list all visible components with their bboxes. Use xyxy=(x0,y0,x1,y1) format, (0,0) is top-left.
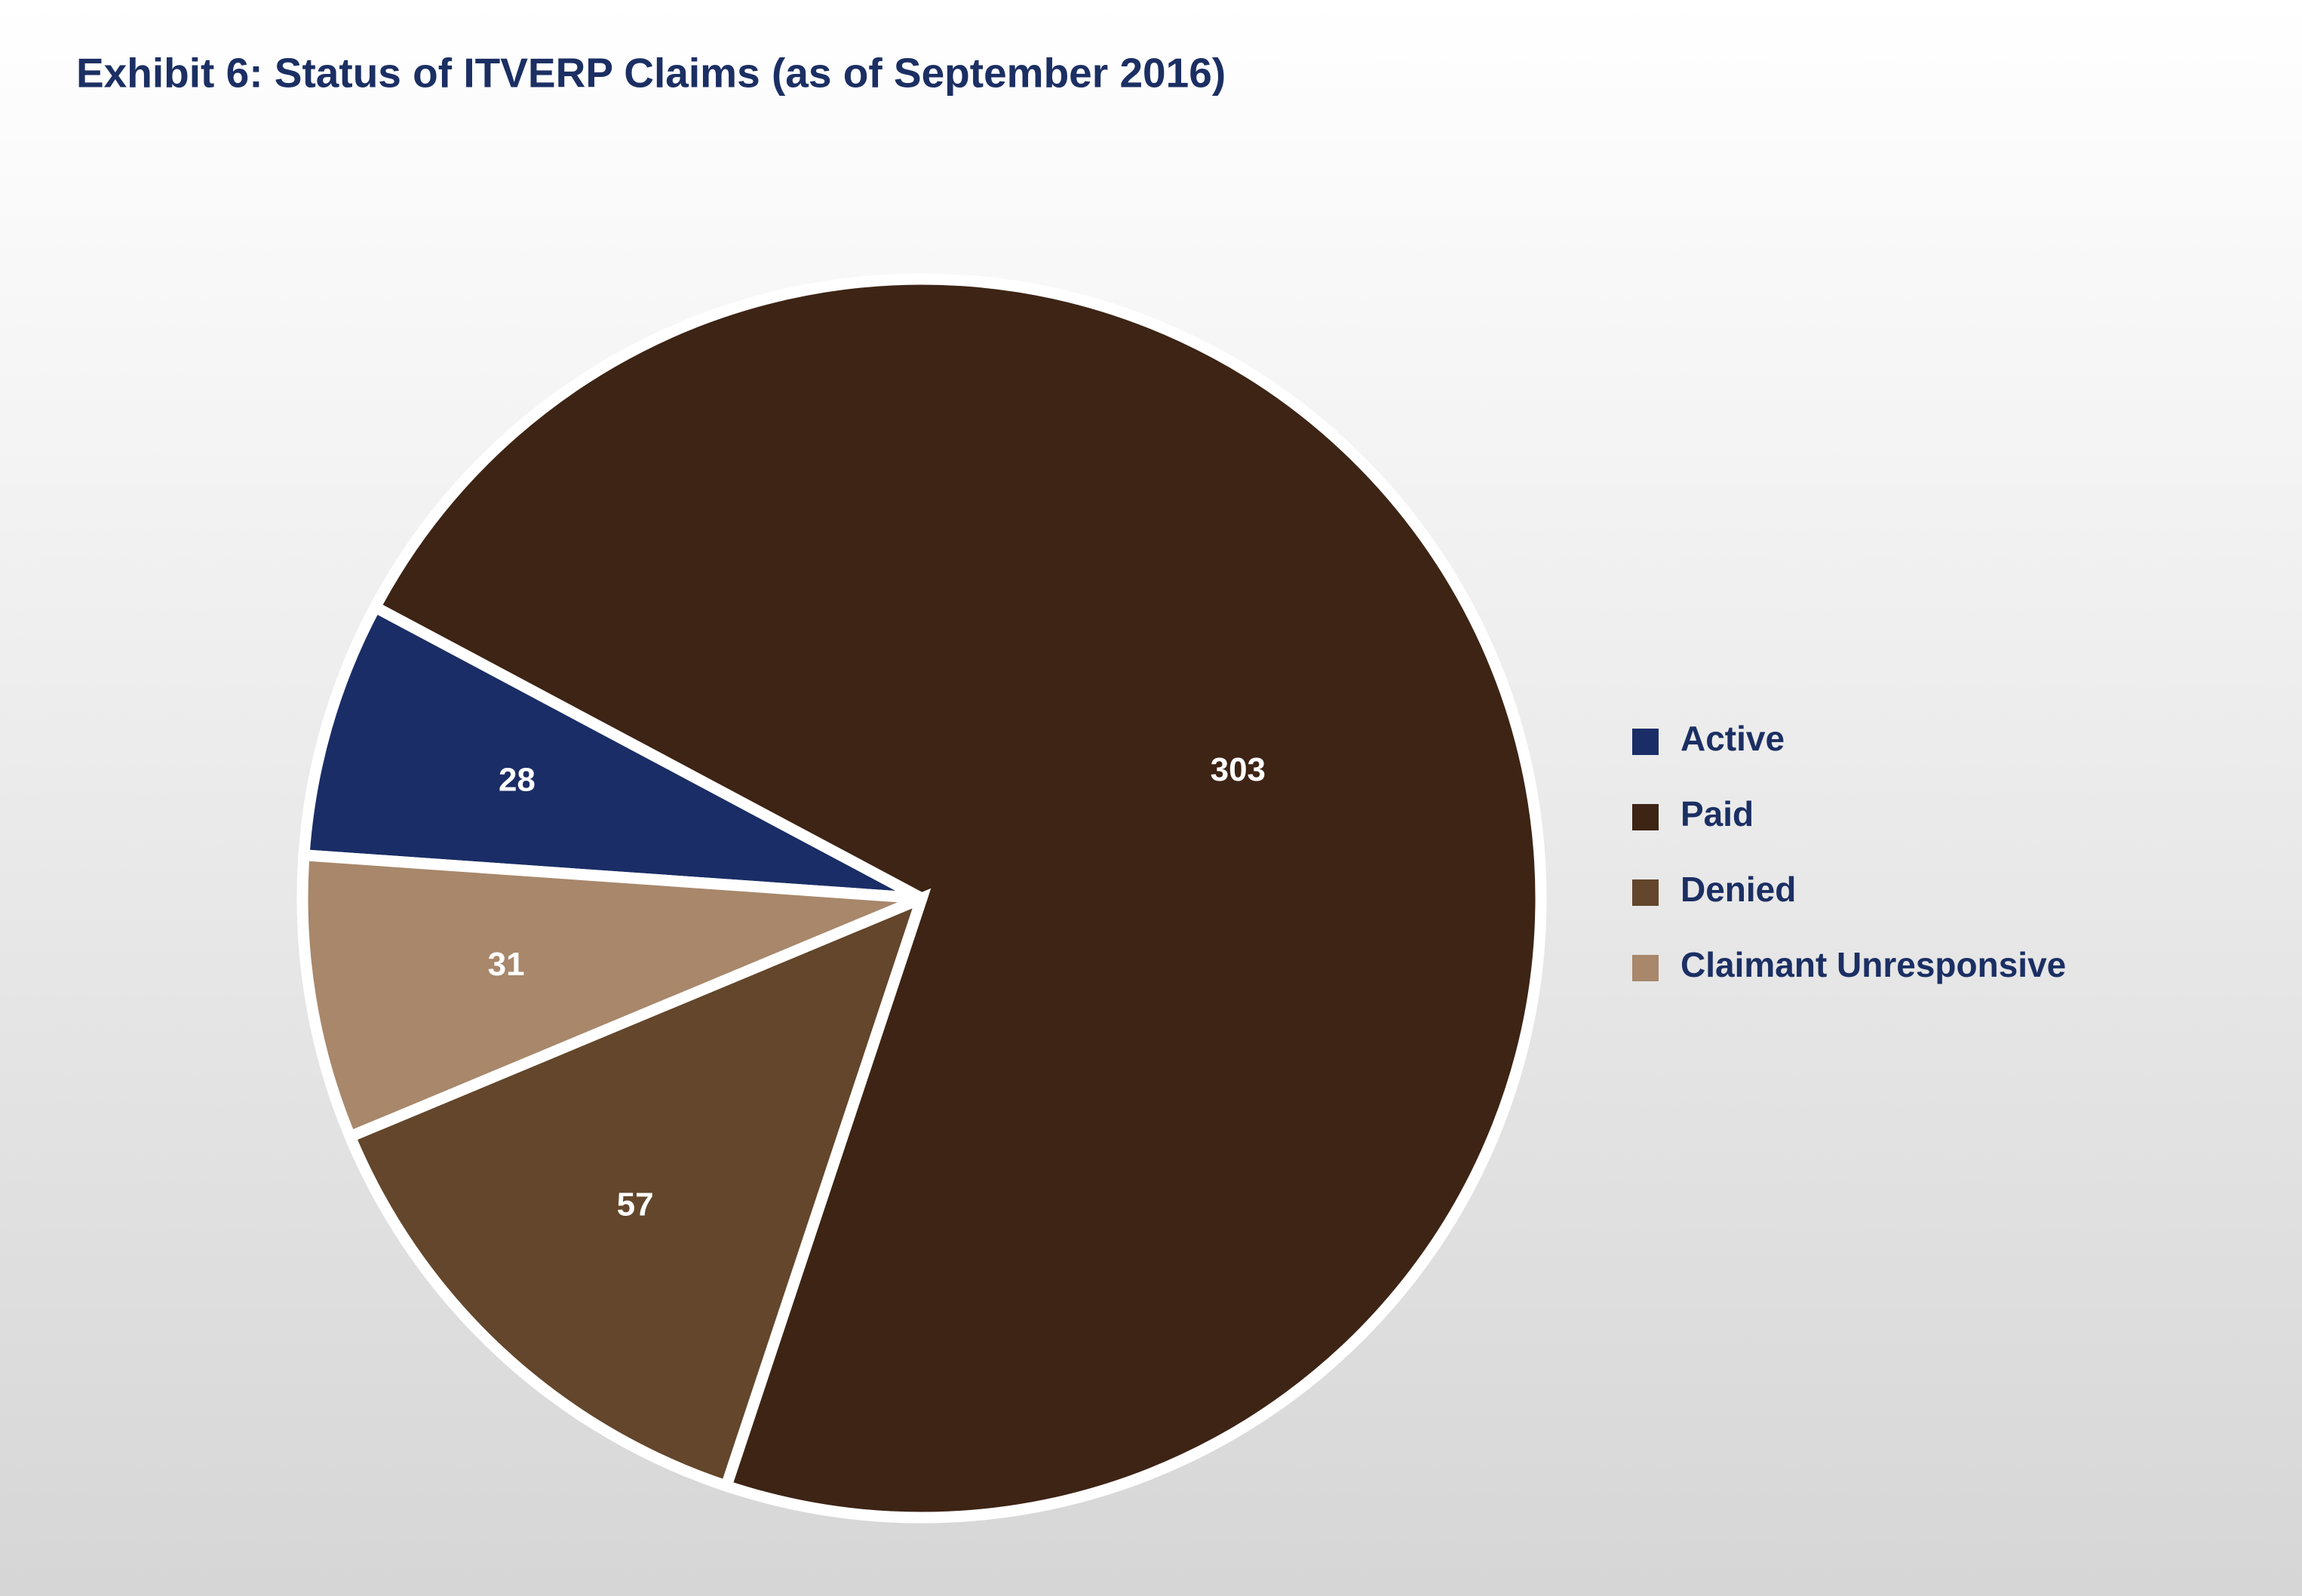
data-label: 28 xyxy=(499,761,536,798)
legend-swatch xyxy=(1632,879,1659,906)
legend-swatch xyxy=(1632,804,1659,830)
legend-label: Paid xyxy=(1680,794,1754,833)
legend-label: Denied xyxy=(1680,870,1796,909)
pie-slice xyxy=(297,599,925,904)
data-label: 31 xyxy=(488,946,525,983)
legend-label: Active xyxy=(1680,719,1785,758)
data-label: 303 xyxy=(1211,751,1266,788)
legend-label: Claimant Unresponsive xyxy=(1680,945,2066,984)
pie-slice xyxy=(367,273,1547,1524)
chart-title: Exhibit 6: Status of ITVERP Claims (as o… xyxy=(76,50,1226,97)
pie-slice xyxy=(296,849,924,1144)
pie-slice xyxy=(342,888,932,1493)
legend-swatch xyxy=(1632,955,1659,981)
data-label: 57 xyxy=(617,1186,654,1223)
legend-swatch xyxy=(1632,729,1659,755)
